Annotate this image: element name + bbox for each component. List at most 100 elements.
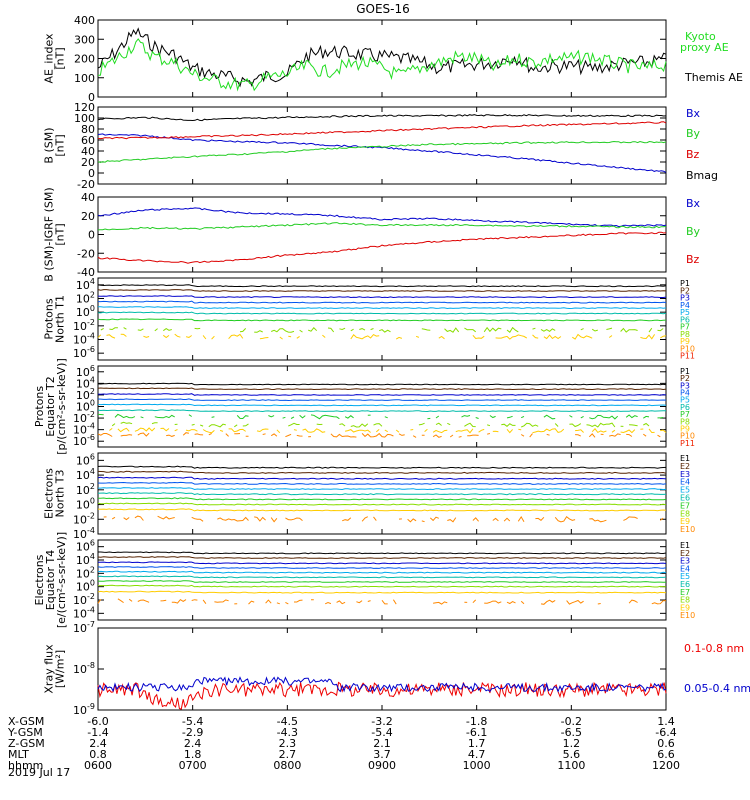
channel-line-e3 [98, 561, 667, 565]
channel-label-e7: E7 [680, 588, 690, 597]
channel-line-e6 [97, 575, 667, 579]
date-label: 2019 Jul 17 [8, 766, 70, 779]
y-tick-label: 300 [74, 33, 95, 46]
series-line-themis-ae [97, 27, 667, 88]
channel-line-p2 [97, 289, 667, 292]
y-axis-label: Xray flux [43, 644, 56, 694]
legend-by: By [686, 225, 701, 238]
y-tick-label: 20 [81, 156, 95, 169]
channel-label-e4: E4 [680, 564, 690, 573]
channel-line-e8 [97, 584, 667, 588]
legend-themis: Themis AE [684, 71, 743, 84]
y-tick-label: 80 [81, 123, 95, 136]
y-axis-label: [nT] [54, 47, 67, 69]
y-tick-label: 106 [76, 452, 95, 467]
y-tick-label: 10-2 [73, 511, 95, 526]
axis-row-value: 2.4 [184, 737, 202, 750]
channel-label-e5: E5 [680, 572, 690, 581]
channel-line-p6 [97, 311, 667, 315]
channel-label-e7: E7 [680, 501, 690, 510]
channel-label-e1: E1 [680, 454, 690, 463]
y-axis-label: [p/(cm²-s-sr-keV)] [55, 358, 68, 455]
axis-row-value: 1.4 [657, 715, 675, 728]
y-tick-label: 104 [76, 467, 95, 482]
y-tick-label: 40 [81, 191, 95, 204]
channel-label-e3: E3 [680, 470, 690, 479]
axis-row-label: X-GSM [8, 715, 44, 728]
legend: Bx By Bz Bmag [686, 107, 718, 182]
axis-row-value: -6.4 [655, 726, 676, 739]
y-tick-label: 40 [81, 145, 95, 158]
y-axis-label: [W/m²] [54, 650, 67, 688]
legend-kyoto-line2: proxy AE [680, 41, 729, 54]
legend-bmag: Bmag [686, 169, 718, 182]
channel-label-e10: E10 [680, 525, 695, 534]
y-tick-label: 20 [81, 210, 95, 223]
channel-label-e5: E5 [680, 486, 690, 495]
channel-label-p7: P7 [680, 410, 690, 419]
legend-bz: Bz [686, 148, 700, 161]
panel-frame [97, 627, 667, 711]
channel-line-e2 [97, 470, 667, 474]
axis-row-value: 1.7 [468, 737, 486, 750]
channel-line-p7 [97, 318, 667, 322]
series-line-bx [97, 207, 667, 228]
channel-line-p5 [97, 403, 667, 407]
channel-label-p9: P9 [680, 337, 690, 346]
bottom-axis: X-GSM -6.0 -5.4 -4.5 -3.2 -1.8 -0.2 1.4 Y-GSM -1.… [7, 715, 680, 779]
bottom-axis-labels: X-GSM -6.0 -5.4 -4.5 -3.2 -1.8 -0.2 1.4 Y-GSM -1.… [7, 715, 680, 772]
series-line-by [97, 222, 667, 231]
panel-frame [97, 196, 667, 273]
y-tick-label: 0 [88, 91, 95, 104]
channel-line-e2 [97, 556, 667, 559]
y-axis-label: Electrons [33, 554, 46, 605]
channel-line-e9 [97, 508, 667, 512]
channel-line-e3 [97, 476, 667, 480]
channel-line-e10 [97, 598, 667, 605]
axis-row-value: 3.7 [373, 748, 391, 761]
channel-label-p9: P9 [680, 424, 690, 433]
channel-label-p8: P8 [680, 330, 690, 339]
axis-row-value: -5.4 [371, 726, 392, 739]
legend-kyoto: Kyoto [685, 30, 716, 43]
channel-label-e10: E10 [680, 611, 695, 620]
y-axis-label: North T3 [54, 470, 67, 518]
y-axis-label: Electrons [43, 468, 56, 519]
y-tick-label: 102 [76, 482, 95, 497]
axis-row-value: 1.8 [184, 748, 202, 761]
y-tick-label: 10-7 [73, 620, 95, 635]
axis-row-value: 2.7 [279, 748, 297, 761]
channel-label-p5: P5 [680, 308, 690, 317]
channel-label-p5: P5 [680, 396, 690, 405]
channel-line-p3 [97, 393, 667, 396]
channel-label-p10: P10 [680, 344, 695, 353]
channel-line-p9 [97, 333, 667, 340]
channel-line-e10 [103, 515, 664, 523]
y-tick-label: -20 [77, 178, 95, 191]
axis-row-value: -0.2 [561, 715, 582, 728]
channel-label-p3: P3 [680, 294, 690, 303]
y-axis-label: AE_index [43, 33, 56, 84]
channel-line-e1 [97, 465, 667, 469]
legend-bz: Bz [686, 253, 700, 266]
y-tick-label: 120 [74, 101, 95, 114]
channel-line-e9 [97, 590, 667, 594]
axis-row-value: 2.3 [279, 737, 297, 750]
channel-line-p5 [98, 306, 667, 310]
panel-frame [97, 19, 667, 98]
y-tick-label: 0 [88, 229, 95, 242]
y-tick-label: 100 [74, 72, 95, 85]
axis-row-label: Y-GSM [7, 726, 43, 739]
channel-label-p10: P10 [680, 432, 695, 441]
channel-line-e6 [97, 492, 667, 496]
channel-label-p6: P6 [680, 403, 690, 412]
channel-label-e9: E9 [680, 517, 690, 526]
axis-row-value: 2.4 [89, 737, 107, 750]
channel-line-p6 [97, 409, 666, 413]
legend: Bx By Bz [686, 197, 701, 266]
y-axis-label: Equator T2 [44, 376, 57, 436]
chart-title: GOES-16 [356, 2, 410, 16]
axis-row-value: -6.0 [87, 715, 108, 728]
